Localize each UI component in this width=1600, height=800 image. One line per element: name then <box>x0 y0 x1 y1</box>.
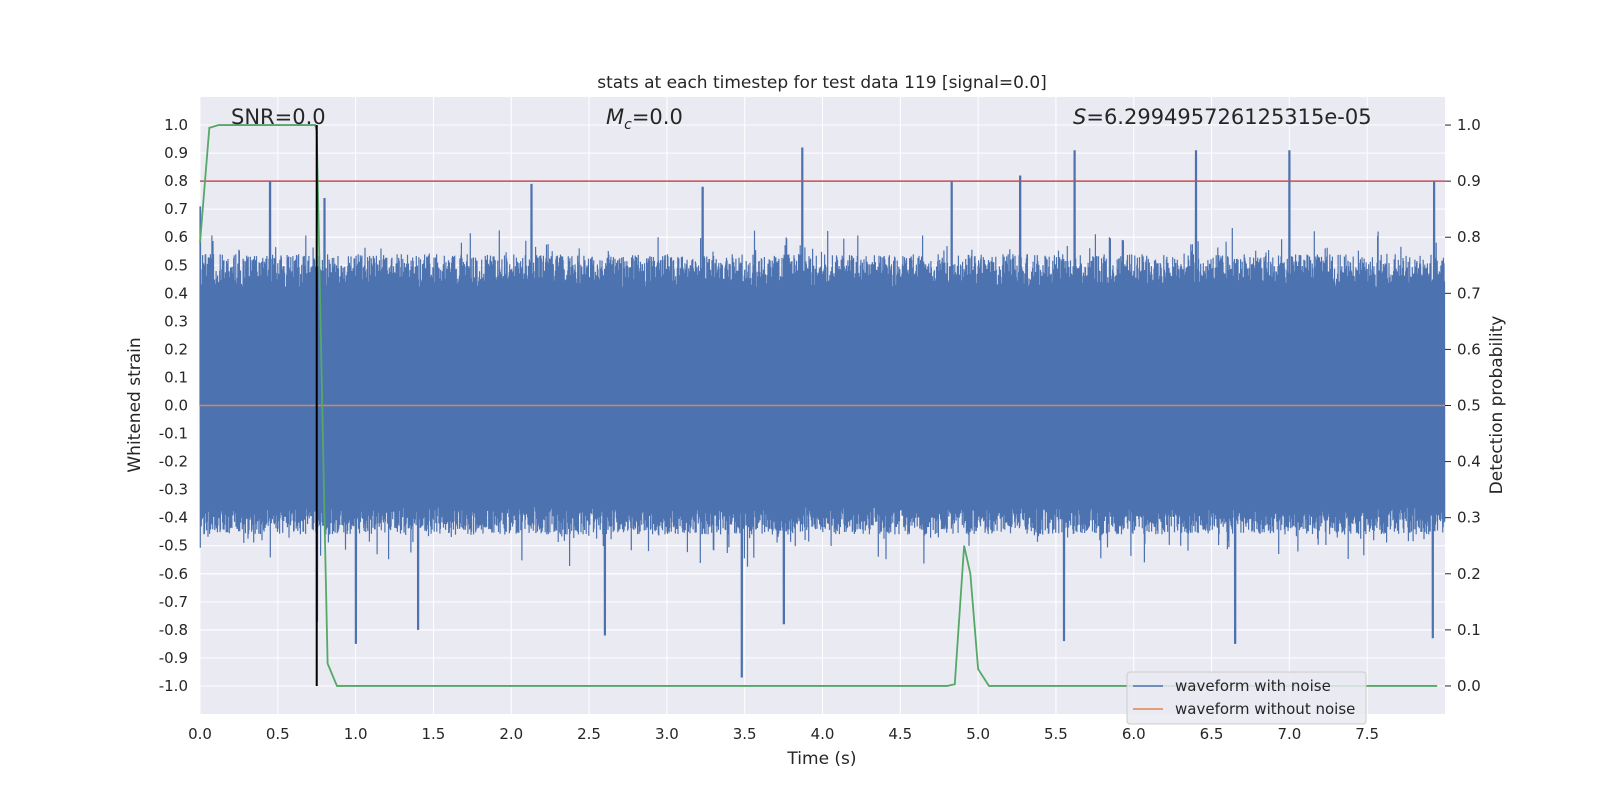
y-tick-label: -0.6 <box>159 565 188 583</box>
s-symbol: S <box>1073 105 1086 129</box>
y2-tick-label: 1.0 <box>1457 116 1481 134</box>
y2-tick-label: 0.4 <box>1457 453 1481 471</box>
y-tick-label: 0.4 <box>164 284 188 302</box>
mc-subscript: c <box>624 117 632 133</box>
legend-box <box>1126 671 1367 725</box>
y2-tick-label: 0.8 <box>1457 228 1481 246</box>
legend: waveform with noise waveform without noi… <box>1126 671 1367 725</box>
y-tick-label: -0.3 <box>159 481 188 499</box>
y-tick-label: -0.7 <box>159 593 188 611</box>
y2-axis-label: Detection probability <box>1487 316 1507 495</box>
x-tick-label: 4.0 <box>811 725 835 743</box>
noise-waveform-line <box>199 147 1446 678</box>
y-tick-label: 0.5 <box>164 256 188 274</box>
y-axis-label: Whitened strain <box>125 337 145 472</box>
axis-ticks: 0.0 0.5 1.0 1.5 2.0 2.5 3.0 3.5 4.0 4.5 5.0 5.5 6.0 6… <box>159 116 1481 743</box>
y-tick-label: 0.1 <box>164 368 188 386</box>
x-tick-label: 5.5 <box>1044 725 1068 743</box>
y-tick-label: -0.8 <box>159 621 188 639</box>
x-tick-label: 2.5 <box>577 725 601 743</box>
legend-label-clean: waveform without noise <box>1175 700 1355 718</box>
y-tick-label: 1.0 <box>164 116 188 134</box>
y2-tick-label: 0.5 <box>1457 397 1481 415</box>
y2-tick-label: 0.0 <box>1457 677 1481 695</box>
y-tick-label: 0.2 <box>164 340 188 358</box>
noise-waveform-series <box>199 147 1446 678</box>
x-tick-label: 3.5 <box>733 725 757 743</box>
legend-label-noise: waveform with noise <box>1175 677 1331 695</box>
x-tick-label: 5.0 <box>966 725 990 743</box>
s-value: =6.299495726125315e-05 <box>1086 105 1371 129</box>
y2-tick-label: 0.7 <box>1457 284 1481 302</box>
x-tick-label: 1.0 <box>344 725 368 743</box>
line-series <box>199 124 1445 687</box>
chart-title: stats at each timestep for test data 119… <box>597 73 1047 93</box>
x-tick-label: 6.5 <box>1200 725 1224 743</box>
x-tick-label: 0.0 <box>188 725 212 743</box>
chirp-mass-annotation: Mc=0.0 <box>606 105 683 133</box>
x-tick-label: 6.0 <box>1122 725 1146 743</box>
snr-annotation: SNR=0.0 <box>231 105 326 129</box>
detection-probability-line <box>199 124 1438 687</box>
y-tick-label: -0.9 <box>159 649 188 667</box>
y2-tick-label: 0.9 <box>1457 172 1481 190</box>
y2-tick-label: 0.2 <box>1457 565 1481 583</box>
y-tick-label: -0.1 <box>159 425 188 443</box>
x-tick-label: 2.0 <box>499 725 523 743</box>
y-tick-label: 0.6 <box>164 228 188 246</box>
x-tick-label: 1.5 <box>422 725 446 743</box>
x-tick-label: 7.5 <box>1355 725 1379 743</box>
x-tick-label: 7.0 <box>1277 725 1301 743</box>
y-tick-label: -0.5 <box>159 537 188 555</box>
y-tick-label: -0.2 <box>159 453 188 471</box>
y2-tick-label: 0.3 <box>1457 509 1481 527</box>
y-tick-label: 0.9 <box>164 144 188 162</box>
mc-value: =0.0 <box>632 105 683 129</box>
x-axis-label: Time (s) <box>786 749 856 769</box>
y-tick-label: -1.0 <box>159 677 188 695</box>
y-tick-label: 0.8 <box>164 172 188 190</box>
s-annotation: S=6.299495726125315e-05 <box>1073 105 1372 129</box>
x-tick-label: 3.0 <box>655 725 679 743</box>
y-tick-label: 0.7 <box>164 200 188 218</box>
y-tick-label: 0.0 <box>164 397 188 415</box>
mc-symbol: M <box>606 105 624 129</box>
y2-tick-label: 0.6 <box>1457 340 1481 358</box>
x-tick-label: 4.5 <box>888 725 912 743</box>
y-tick-label: 0.3 <box>164 312 188 330</box>
y2-tick-label: 0.1 <box>1457 621 1481 639</box>
x-tick-label: 0.5 <box>266 725 290 743</box>
y-tick-label: -0.4 <box>159 509 188 527</box>
